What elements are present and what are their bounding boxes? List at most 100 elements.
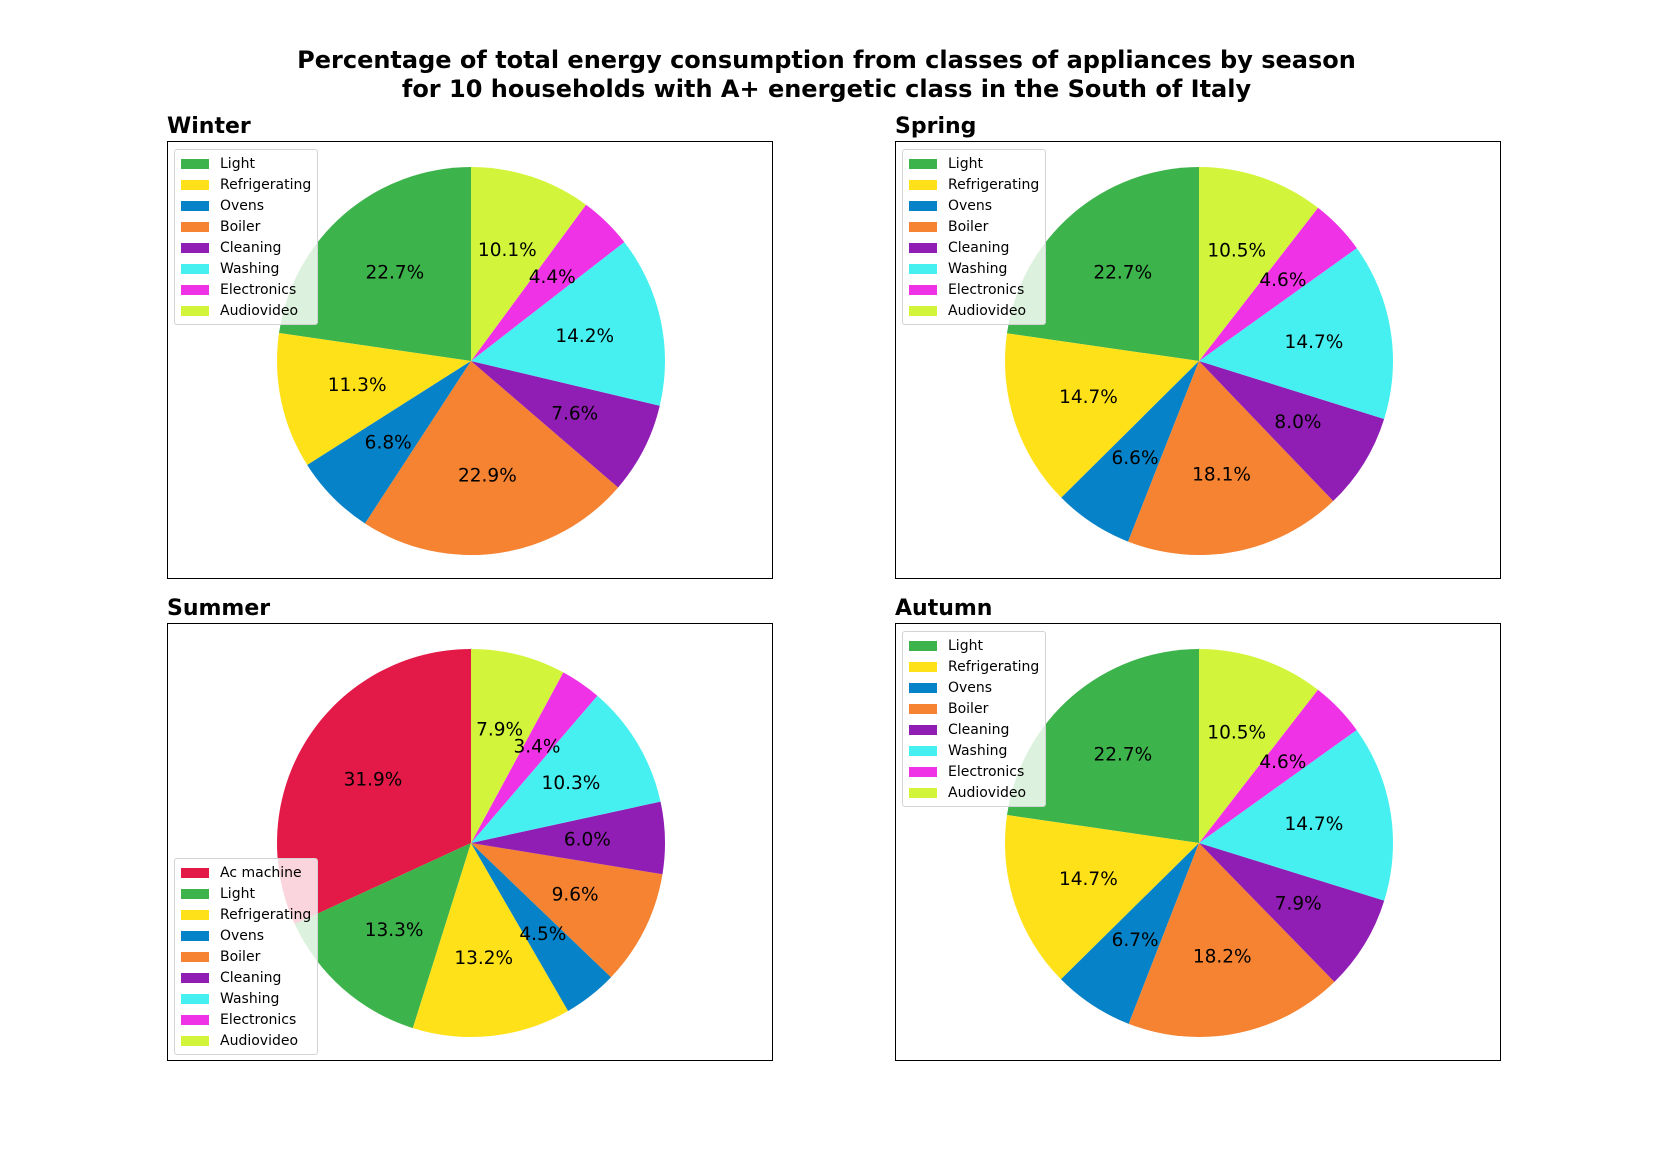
winter-legend-label-cleaning: Cleaning (220, 239, 282, 256)
summer-legend-swatch-electronics (181, 1014, 209, 1025)
autumn-slice-washing (1199, 729, 1393, 901)
spring-legend-label-washing: Washing (948, 260, 1008, 277)
autumn-legend-label-electronics: Electronics (948, 763, 1025, 780)
winter-legend-item-electronics: Electronics (181, 279, 311, 300)
spring-legend-swatch-refrigerating (909, 179, 937, 190)
summer-legend-item-washing: Washing (181, 988, 311, 1009)
spring-slice-audiovideo (1199, 167, 1319, 361)
summer-slice-electronics (471, 672, 598, 843)
autumn-pct-label-audiovideo: 10.5% (1207, 722, 1266, 743)
winter-slice-audiovideo (471, 167, 587, 361)
winter-legend: Light Refrigerating Ovens Boiler Cleaning Was… (174, 149, 319, 325)
autumn-pct-label-refrigerating: 14.7% (1059, 869, 1118, 890)
winter-legend-swatch-audiovideo (181, 305, 209, 316)
winter-legend-item-light: Light (181, 153, 311, 174)
spring-title: Spring (895, 114, 977, 139)
winter-legend-item-washing: Washing (181, 258, 311, 279)
spring-legend-swatch-cleaning (909, 242, 937, 253)
autumn-title: Autumn (895, 596, 993, 621)
spring-pie-panel: 22.7% 14.7% 6.6% 18.1% 8.0% 14.7% 4.6% 10.5% Li… (895, 141, 1501, 579)
summer-legend-label-washing: Washing (220, 990, 280, 1007)
autumn-legend-item-boiler: Boiler (909, 698, 1039, 719)
autumn-slice-light (1007, 649, 1199, 843)
summer-pct-label-electronics: 3.4% (513, 737, 560, 758)
spring-pct-label-cleaning: 8.0% (1274, 412, 1321, 433)
summer-pct-label-cleaning: 6.0% (564, 829, 611, 850)
summer-slice-boiler (471, 843, 663, 978)
autumn-legend-item-cleaning: Cleaning (909, 719, 1039, 740)
spring-legend-item-refrigerating: Refrigerating (909, 174, 1039, 195)
winter-legend-label-audiovideo: Audiovideo (220, 302, 299, 319)
spring-slice-washing (1199, 248, 1394, 419)
autumn-pct-label-cleaning: 7.9% (1275, 893, 1322, 914)
winter-legend-label-washing: Washing (220, 260, 280, 277)
spring-legend-label-boiler: Boiler (948, 218, 989, 235)
summer-legend-swatch-ovens (181, 930, 209, 941)
summer-legend-label-boiler: Boiler (220, 948, 261, 965)
autumn-legend-item-washing: Washing (909, 740, 1039, 761)
spring-slice-cleaning (1199, 361, 1385, 502)
winter-pct-label-audiovideo: 10.1% (478, 240, 537, 261)
spring-legend-item-electronics: Electronics (909, 279, 1039, 300)
winter-slice-boiler (365, 361, 619, 556)
autumn-slice-refrigerating (1004, 815, 1199, 980)
winter-legend-swatch-cleaning (181, 242, 209, 253)
summer-slice-refrigerating (412, 843, 569, 1038)
summer-legend-label-audiovideo: Audiovideo (220, 1032, 299, 1049)
winter-pie-panel: 22.7% 11.3% 6.8% 22.9% 7.6% 14.2% 4.4% 10.1% Li… (167, 141, 773, 579)
autumn-slice-ovens (1060, 843, 1199, 1024)
winter-pct-label-refrigerating: 11.3% (328, 375, 387, 396)
spring-legend-swatch-boiler (909, 221, 937, 232)
autumn-legend-swatch-light (909, 640, 937, 651)
summer-legend-item-ovens: Ovens (181, 925, 311, 946)
winter-legend-item-boiler: Boiler (181, 216, 311, 237)
summer-pct-label-ovens: 4.5% (519, 924, 566, 945)
winter-slice-electronics (471, 204, 625, 361)
winter-legend-label-light: Light (220, 155, 255, 172)
summer-slice-washing (471, 695, 661, 843)
summer-legend-label-light: Light (220, 885, 255, 902)
autumn-pct-label-washing: 14.7% (1285, 814, 1344, 835)
spring-pct-label-refrigerating: 14.7% (1059, 387, 1118, 408)
winter-legend-label-boiler: Boiler (220, 218, 261, 235)
summer-slice-light (294, 843, 471, 1029)
autumn-legend-swatch-boiler (909, 703, 937, 714)
summer-pct-label-ac-machine: 31.9% (344, 770, 403, 791)
summer-legend: Ac machine Light Refrigerating Ovens Boiler C… (174, 858, 319, 1055)
spring-slice-light (1006, 167, 1199, 361)
autumn-legend-label-light: Light (948, 637, 983, 654)
autumn-legend-item-light: Light (909, 635, 1039, 656)
figure-title-line-2: for 10 households with A+ energetic clas… (401, 75, 1252, 103)
summer-legend-swatch-ac-machine (181, 867, 209, 878)
winter-pie-chart: 22.7% 11.3% 6.8% 22.9% 7.6% 14.2% 4.4% 10.1% (276, 167, 665, 556)
spring-legend-swatch-washing (909, 263, 937, 274)
winter-legend-item-refrigerating: Refrigerating (181, 174, 311, 195)
spring-legend-item-ovens: Ovens (909, 195, 1039, 216)
summer-legend-label-electronics: Electronics (220, 1011, 297, 1028)
autumn-legend-label-audiovideo: Audiovideo (948, 784, 1027, 801)
spring-slice-refrigerating (1004, 333, 1199, 498)
winter-legend-label-ovens: Ovens (220, 197, 265, 214)
autumn-legend-swatch-refrigerating (909, 661, 937, 672)
winter-legend-swatch-boiler (181, 221, 209, 232)
spring-slice-boiler (1128, 361, 1334, 555)
summer-pie-panel: 31.9% 13.3% 13.2% 4.5% 9.6% 6.0% 10.3% 3.4% 7.9%… (167, 623, 773, 1061)
winter-legend-swatch-washing (181, 263, 209, 274)
spring-legend-swatch-light (909, 158, 937, 169)
summer-legend-swatch-audiovideo (181, 1035, 209, 1046)
spring-legend-swatch-audiovideo (909, 305, 937, 316)
winter-slice-light (279, 167, 471, 361)
winter-legend-item-audiovideo: Audiovideo (181, 300, 311, 321)
summer-legend-swatch-boiler (181, 951, 209, 962)
autumn-pct-label-light: 22.7% (1093, 744, 1152, 765)
summer-pct-label-light: 13.3% (365, 920, 424, 941)
autumn-pct-label-electronics: 4.6% (1259, 752, 1306, 773)
summer-legend-swatch-light (181, 888, 209, 899)
winter-pct-label-boiler: 22.9% (458, 466, 517, 487)
winter-legend-item-ovens: Ovens (181, 195, 311, 216)
spring-legend-label-cleaning: Cleaning (948, 239, 1010, 256)
winter-legend-swatch-refrigerating (181, 179, 209, 190)
spring-legend-item-washing: Washing (909, 258, 1039, 279)
winter-legend-label-electronics: Electronics (220, 281, 297, 298)
autumn-legend-item-refrigerating: Refrigerating (909, 656, 1039, 677)
